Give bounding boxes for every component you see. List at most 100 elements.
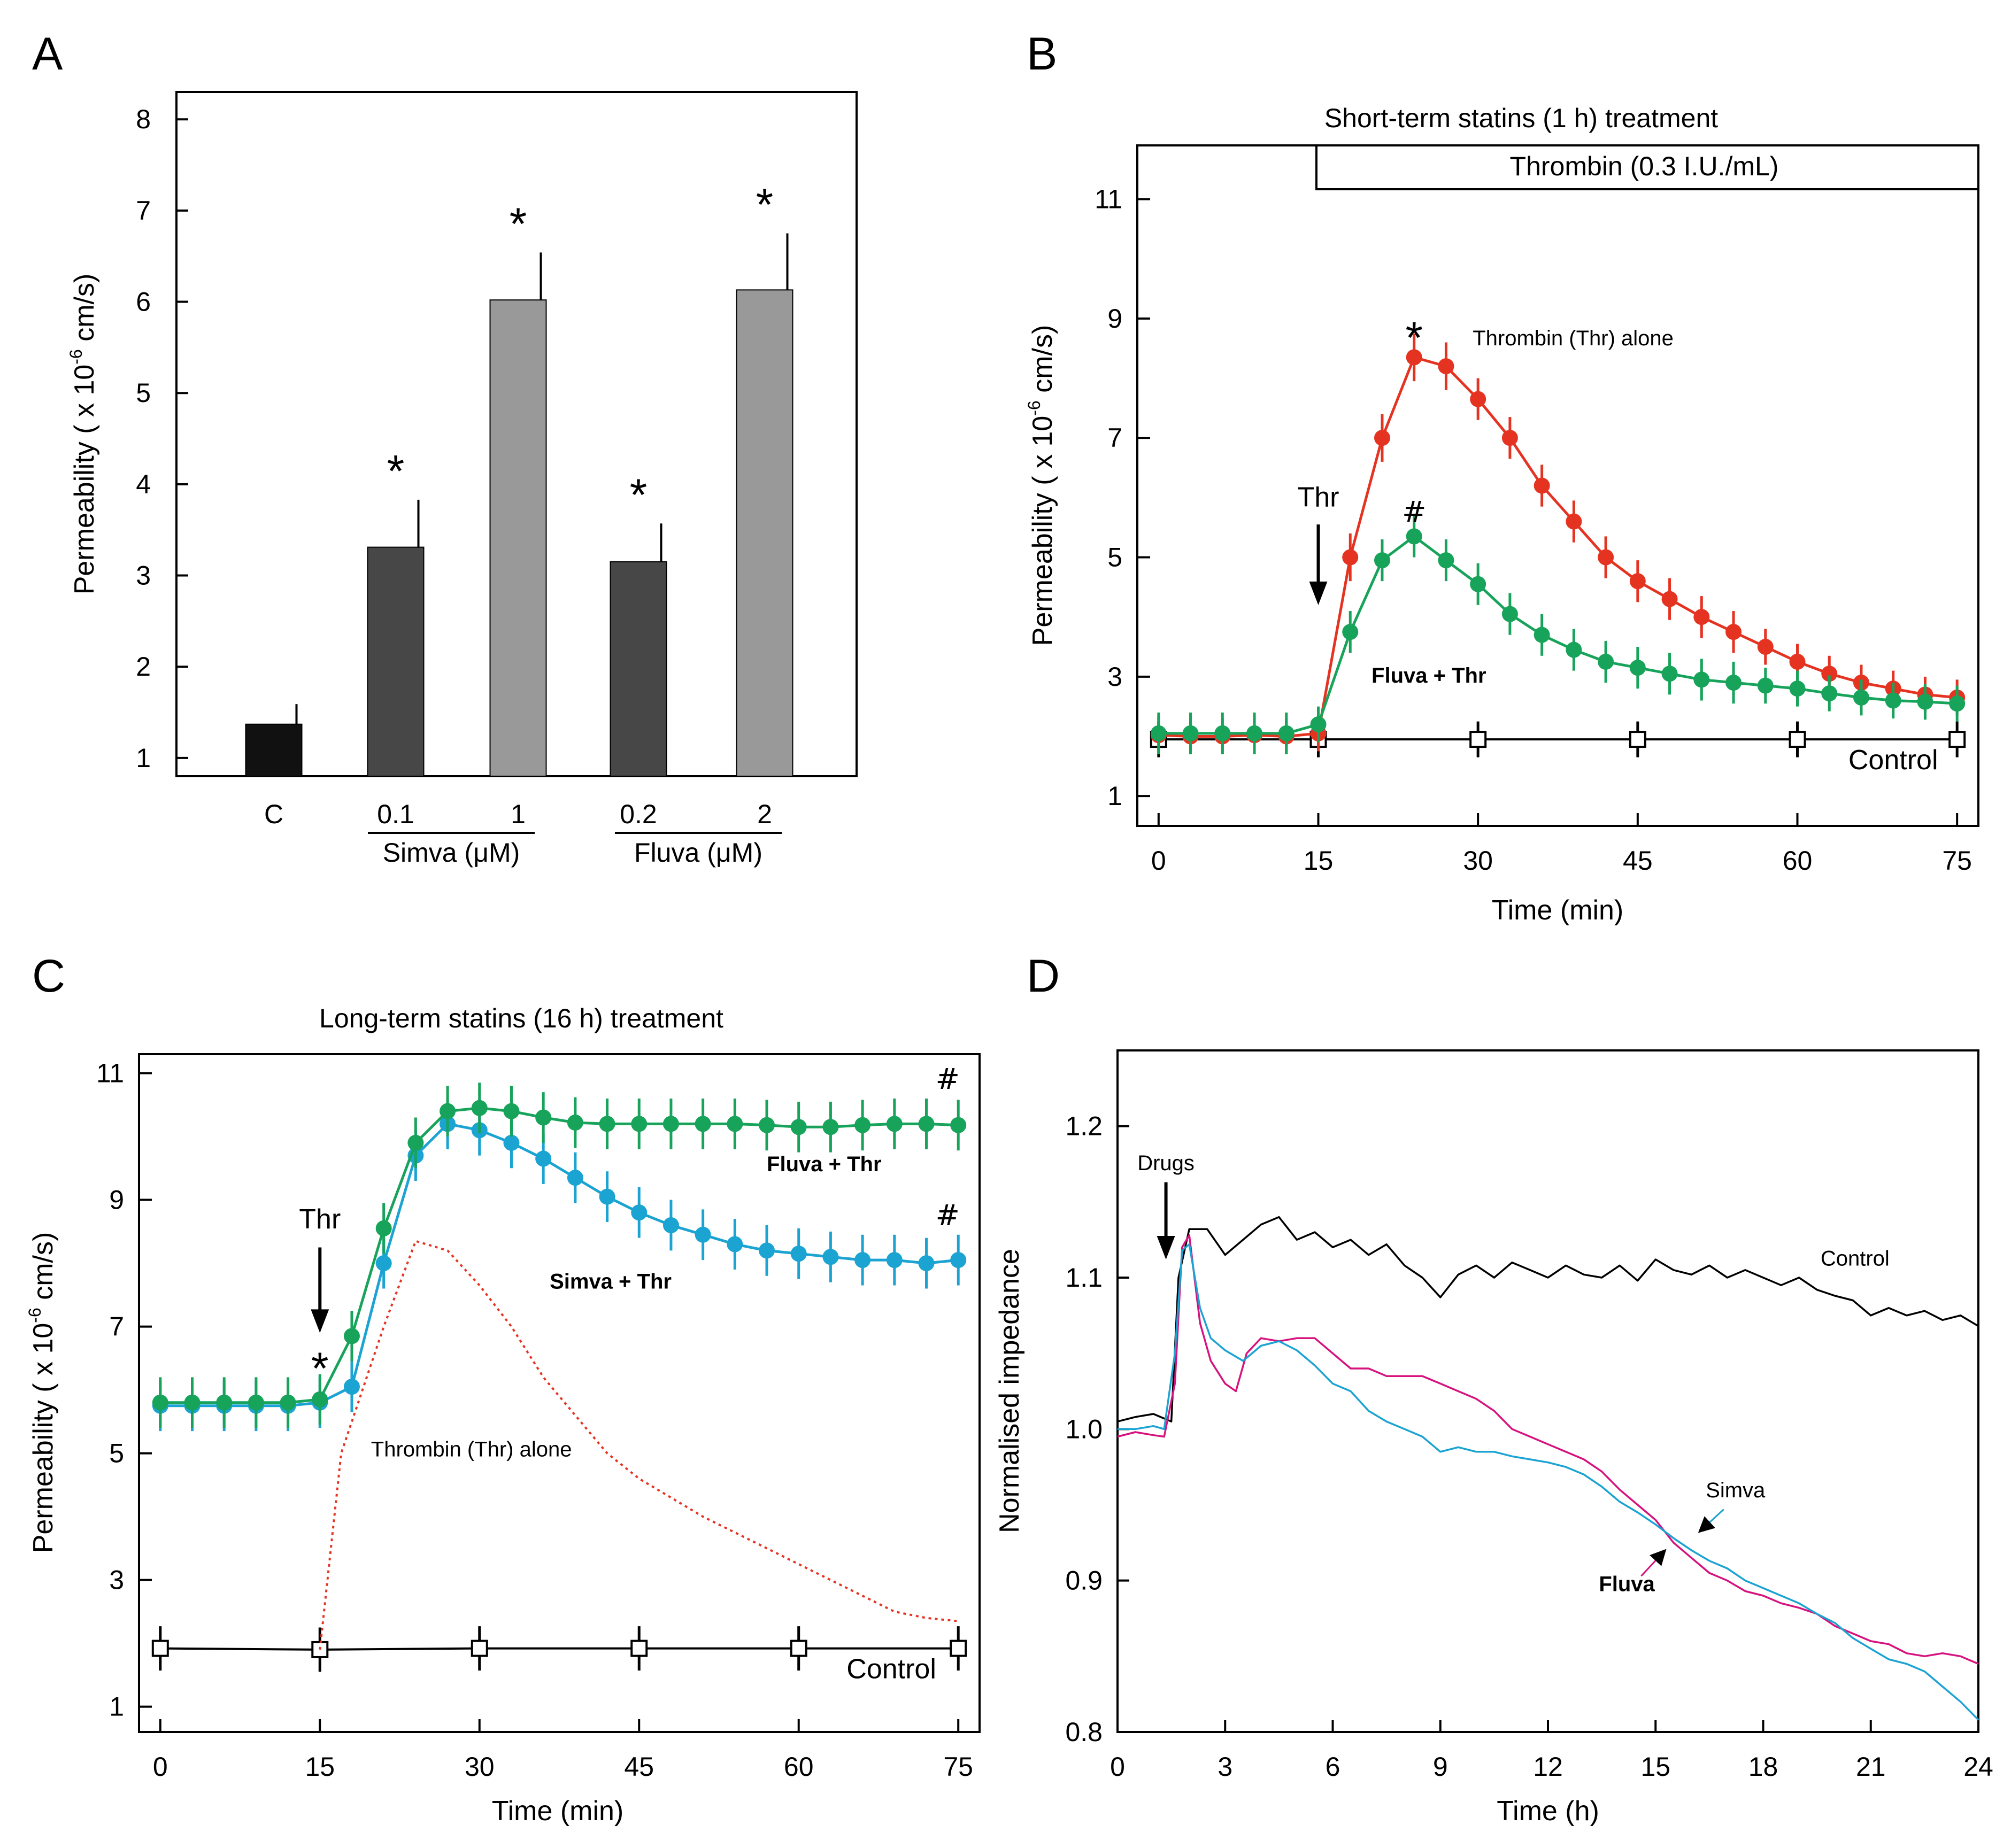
panel-b-thrombin-point xyxy=(1374,430,1390,446)
panel-c-x-axis-label: Time (min) xyxy=(492,1796,624,1827)
panel-c-fluva-point xyxy=(886,1116,903,1132)
panel-b-thrombin-bar-box xyxy=(1315,144,1979,190)
panel-c-fluva-point xyxy=(216,1394,233,1411)
panel-b-fluva-point xyxy=(1949,695,1966,712)
panel-c-thrombin-alone-line xyxy=(319,1240,959,1650)
panel-c-simva-point xyxy=(790,1246,807,1262)
panel-c-fluva-point xyxy=(184,1394,201,1411)
panel-c-control-line xyxy=(160,1647,959,1651)
panel-c-fluva-point xyxy=(343,1328,360,1344)
panel-d-y-axis-label: Normalised impedance xyxy=(994,1249,1025,1533)
panel-c-fluva-point xyxy=(248,1394,264,1411)
panel-b-fluva-point xyxy=(1406,528,1422,545)
panel-d-y-tick-label: 0.8 xyxy=(1065,1717,1103,1747)
panel-b-axes: 1 3 5 7 9 11 0 15 30 45 60 75 xyxy=(1095,184,1972,876)
panel-b-control-point xyxy=(1469,731,1487,748)
panel-b-y-tick-label: 7 xyxy=(1107,423,1122,453)
panel-c-simva-point xyxy=(535,1150,552,1167)
panel-a-x-tick-label: 2 xyxy=(757,799,772,829)
panel-b-thrombin-point xyxy=(1406,349,1422,366)
panel-b-fluva-point xyxy=(1598,653,1614,670)
panel-b-control-point xyxy=(1948,731,1966,748)
panel-c-control-point xyxy=(790,1640,807,1657)
panel-d-x-tick-label: 18 xyxy=(1748,1752,1778,1782)
panel-b-fluva-point xyxy=(1629,660,1646,676)
panel-c-control-point xyxy=(950,1640,967,1657)
panel-b-fluva-point xyxy=(1821,685,1838,702)
panel-d-x-tick-label: 6 xyxy=(1326,1752,1340,1782)
panel-b-fluva-point xyxy=(1214,725,1231,741)
panel-c-x-tick-label: 30 xyxy=(465,1752,495,1782)
panel-c-fluva-point xyxy=(471,1100,488,1116)
panel-a-bar xyxy=(245,723,303,777)
panel-a-x-tick-label: 0.2 xyxy=(620,799,657,829)
panel-b-y-tick-label: 9 xyxy=(1107,304,1122,334)
panel-c-fluva-point xyxy=(822,1119,839,1135)
panel-b-x-tick-label: 0 xyxy=(1151,846,1166,876)
panel-b-y-tick-label: 3 xyxy=(1107,662,1122,692)
panel-c-thr-arrow-head xyxy=(311,1309,329,1333)
panel-b-thrombin-point xyxy=(1470,391,1486,407)
panel-a-y-tick-label: 5 xyxy=(136,378,151,408)
panel-d-x-tick-label: 9 xyxy=(1433,1752,1448,1782)
panel-a-significance-star: * xyxy=(756,180,774,230)
panel-b-thrombin-point xyxy=(1629,573,1646,590)
panel-c-simva-point xyxy=(503,1134,520,1151)
panel-label-b: B xyxy=(1027,28,1057,80)
panel-b-fluva-point xyxy=(1342,624,1359,640)
panel-b-thrombin-point xyxy=(1789,653,1806,670)
panel-b-label-fluva-thr: Fluva + Thr xyxy=(1372,664,1486,687)
panel-c-label-control: Control xyxy=(846,1653,936,1684)
panel-a-group-fluva-label: Fluva (μM) xyxy=(634,838,762,868)
panel-b-y-tick-label: 5 xyxy=(1107,543,1122,573)
panel-b-fluva-line xyxy=(1158,535,1958,735)
panel-c-fluva-point xyxy=(695,1116,711,1132)
panel-c-fluva-point xyxy=(312,1391,328,1408)
panel-c-axes: 1 3 5 7 9 11 0 15 30 45 60 75 xyxy=(96,1058,973,1782)
panel-c-simva-point xyxy=(886,1252,903,1269)
panel-c-line-chart: Long-term statins (16 h) treatment 1 3 5 7 9… xyxy=(25,1003,981,1827)
panel-d-plot-frame xyxy=(1116,1049,1979,1733)
panel-a-bar xyxy=(489,299,547,777)
panel-d-x-tick-label: 24 xyxy=(1963,1752,1993,1782)
panel-c-fluva-point xyxy=(727,1116,743,1132)
panel-a-bar xyxy=(610,561,667,777)
panel-c-control-point xyxy=(471,1640,488,1657)
panel-d-x-axis-label: Time (h) xyxy=(1497,1796,1599,1827)
panel-c-x-tick-label: 75 xyxy=(943,1752,973,1782)
panel-c-label-simva-thr: Simva + Thr xyxy=(550,1270,672,1293)
panel-a-y-axis-label: Permeability ( x 10-6 cm/s) xyxy=(66,274,100,595)
panel-c-fluva-point xyxy=(503,1103,520,1119)
panel-c-plot-frame xyxy=(138,1053,981,1733)
panel-a-x-tick-label: 0.1 xyxy=(377,799,414,829)
panel-c-fluva-point xyxy=(918,1116,935,1132)
panel-b-thrombin-point xyxy=(1598,549,1614,566)
panel-b-thr-arrow-head xyxy=(1309,581,1328,605)
panel-d-y-tick-label: 0.9 xyxy=(1065,1566,1103,1596)
panel-b-x-tick-label: 60 xyxy=(1783,846,1813,876)
panel-a-x-tick-label: 1 xyxy=(511,799,526,829)
panel-b-y-tick-label: 1 xyxy=(1107,781,1122,811)
panel-d-x-tick-label: 15 xyxy=(1640,1752,1670,1782)
panel-c-simva-point xyxy=(918,1255,935,1272)
panel-b-fluva-point xyxy=(1757,677,1774,694)
panel-c-simva-point xyxy=(854,1252,871,1269)
panel-c-control-point xyxy=(151,1640,169,1657)
panel-b-fluva-point xyxy=(1566,641,1582,658)
panel-d-simva-pointer xyxy=(1698,1509,1724,1533)
panel-b-x-tick-label: 45 xyxy=(1623,846,1653,876)
panel-b-thrombin-point xyxy=(1566,513,1582,530)
panel-b-label-thrombin-alone: Thrombin (Thr) alone xyxy=(1473,327,1674,350)
panel-b-thrombin-line xyxy=(1158,355,1958,738)
panel-d-label-simva: Simva xyxy=(1706,1479,1766,1502)
panel-c-fluva-point xyxy=(407,1134,424,1151)
panel-c-y-tick-label: 5 xyxy=(109,1439,124,1468)
panel-c-simva-point xyxy=(695,1226,711,1243)
panel-c-control-point xyxy=(311,1641,329,1658)
panel-b-x-axis-label: Time (min) xyxy=(1492,895,1624,926)
panel-a-significance-star: * xyxy=(510,198,527,249)
panel-b-thrombin-point xyxy=(1693,609,1710,625)
panel-c-fluva-point xyxy=(440,1103,456,1119)
panel-b-fluva-point xyxy=(1534,627,1550,643)
